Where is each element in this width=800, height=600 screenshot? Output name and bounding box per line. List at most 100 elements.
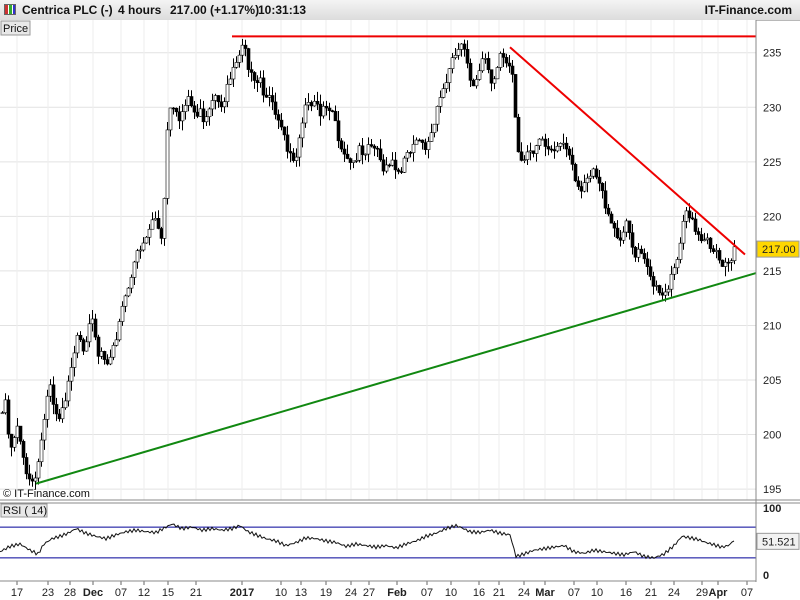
candle-body [726, 261, 731, 264]
candle-body [414, 139, 419, 145]
candle-body [150, 219, 155, 230]
candle-body [474, 79, 479, 87]
time-tick-label: 16 [473, 587, 485, 599]
candle-body [243, 44, 248, 49]
candle-body [477, 70, 482, 80]
candle-body [435, 106, 440, 125]
brand-name: IT-Finance.com [704, 3, 792, 17]
candle-body [702, 239, 707, 242]
candle-body [585, 177, 590, 184]
time-tick-label: 10 [591, 587, 603, 599]
candle-body [159, 228, 164, 239]
candle-body [597, 176, 602, 184]
candle-body [498, 53, 503, 68]
candle-body [486, 58, 491, 70]
candle-body [75, 334, 80, 354]
candle-body [651, 276, 656, 287]
candle-body [306, 102, 311, 106]
price-candles [0, 38, 737, 490]
candle-body [246, 48, 251, 70]
price-tick-label: 205 [763, 375, 781, 387]
trendline-uptrend [35, 272, 757, 485]
time-tick-label: 27 [363, 587, 375, 599]
candle-body [510, 65, 515, 75]
candle-body [60, 407, 65, 420]
candle-body [720, 259, 725, 267]
candle-body [645, 258, 650, 267]
candle-body [534, 145, 539, 154]
candle-body [15, 425, 20, 438]
candle-body [654, 285, 659, 287]
candle-body [570, 154, 575, 165]
candle-body [96, 336, 101, 357]
candle-body [441, 88, 446, 98]
time-tick-label: 21 [645, 587, 657, 599]
candle-body [111, 345, 116, 358]
price-axis: 195 200 205 210 215 220 225 230 235 217.00 [756, 48, 800, 496]
candle-body [711, 248, 716, 252]
candle-body [312, 100, 317, 107]
candle-body [483, 58, 488, 60]
candle-body [12, 437, 17, 448]
candle-body [81, 339, 86, 352]
price-tick-label: 230 [763, 102, 781, 114]
instrument-name: Centrica PLC (-) [22, 3, 113, 17]
candle-body [117, 321, 122, 341]
candle-body [6, 399, 11, 435]
candle-body [333, 111, 338, 122]
candle-body [303, 104, 308, 124]
candle-body [324, 105, 329, 109]
time-tick-label: 23 [42, 587, 54, 599]
time-tick-label: 29 [696, 587, 708, 599]
chart-header: Centrica PLC (-) 4 hours 217.00 (+1.17%)… [0, 0, 800, 21]
time-tick-label: 24 [668, 587, 680, 599]
candle-body [567, 148, 572, 156]
candle-body [30, 478, 35, 482]
candle-body [387, 164, 392, 167]
candle-body [0, 412, 5, 415]
candle-body [381, 159, 386, 172]
candle-body [690, 217, 695, 220]
candle-body [468, 62, 473, 81]
candle-body [294, 156, 299, 161]
candle-body [132, 261, 137, 278]
candle-body [426, 141, 431, 150]
candle-body [684, 210, 689, 222]
candle-body [180, 111, 185, 122]
candle-body [204, 116, 209, 123]
candle-body [3, 399, 8, 414]
candle-body [672, 267, 677, 275]
candle-body [285, 134, 290, 152]
candle-body [390, 159, 395, 166]
candle-body [549, 148, 554, 151]
candle-body [444, 82, 449, 89]
candle-body [258, 77, 263, 84]
candle-body [513, 74, 518, 118]
candle-body [438, 97, 443, 107]
candle-body [318, 103, 323, 117]
candle-body [531, 150, 536, 154]
candle-body [282, 126, 287, 136]
candle-body [288, 151, 293, 154]
candle-body [612, 222, 617, 229]
candle-body [327, 107, 332, 111]
candle-body [174, 107, 179, 113]
candle-body [213, 95, 218, 101]
candle-body [516, 116, 521, 153]
time-tick-label: 24 [518, 587, 530, 599]
candle-body [594, 168, 599, 178]
candle-body [363, 153, 368, 156]
last-price-label: 217.00 [762, 244, 796, 256]
candle-body [714, 250, 719, 252]
timeframe[interactable]: 4 hours [118, 3, 162, 17]
time-tick-label: 21 [190, 587, 202, 599]
candle-body [696, 231, 701, 235]
price-tick-label: 210 [763, 320, 781, 332]
candle-body [393, 159, 398, 171]
time-tick-label: 24 [345, 587, 357, 599]
candle-body [480, 58, 485, 72]
candle-body [447, 68, 452, 83]
candle-body [78, 334, 83, 340]
candle-body [144, 236, 149, 244]
candle-body [267, 95, 272, 98]
